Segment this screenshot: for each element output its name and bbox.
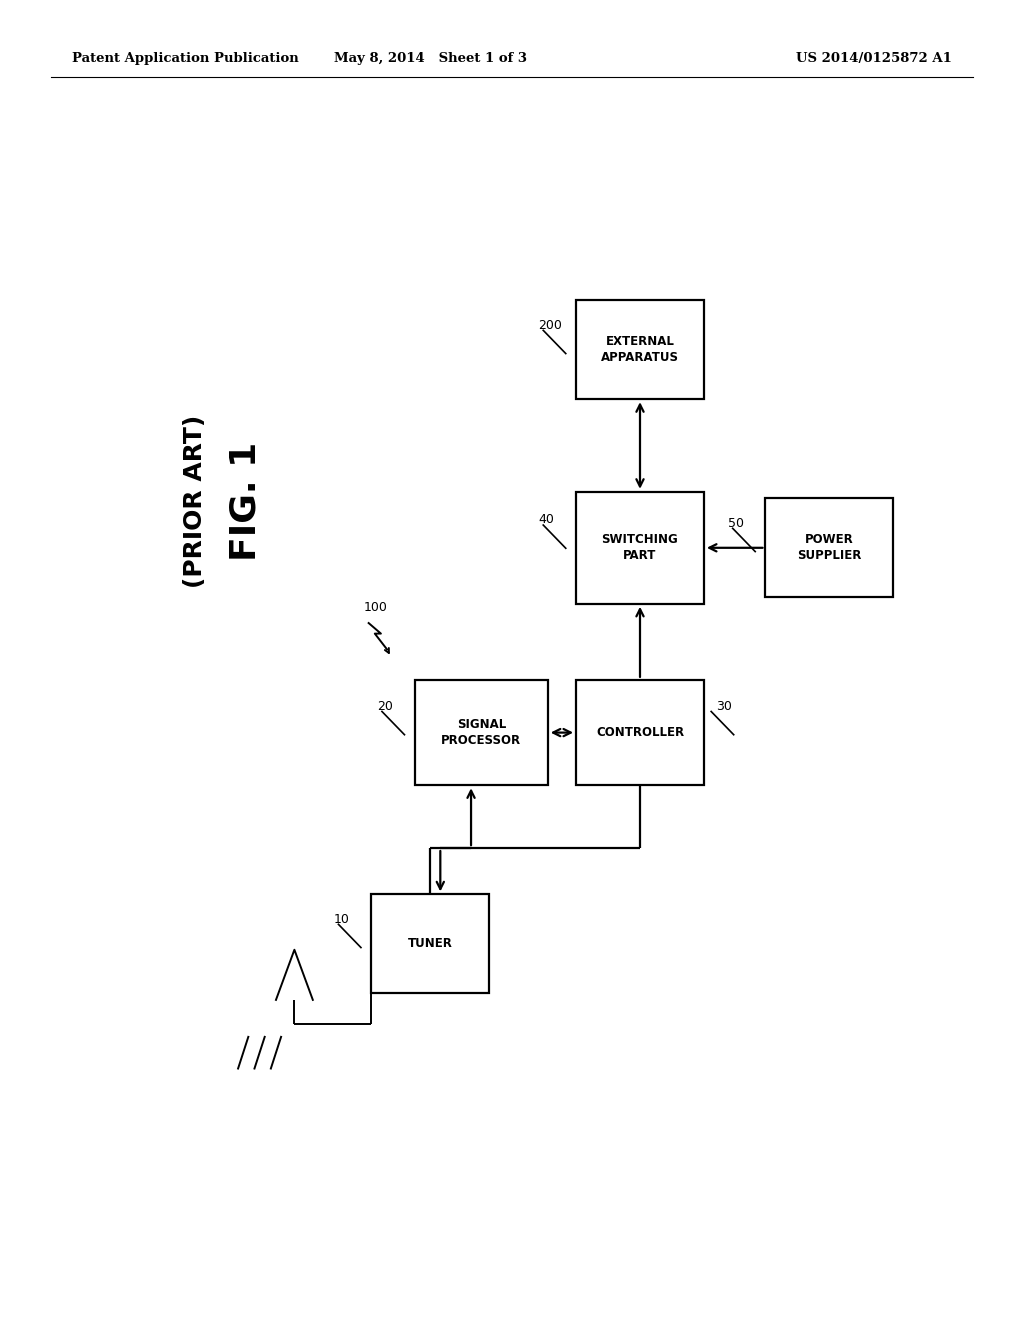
- Text: TUNER: TUNER: [408, 937, 453, 950]
- Text: FIG. 1: FIG. 1: [228, 442, 263, 561]
- Text: SWITCHING
PART: SWITCHING PART: [602, 533, 678, 562]
- Text: 10: 10: [333, 912, 349, 925]
- Text: US 2014/0125872 A1: US 2014/0125872 A1: [797, 51, 952, 65]
- Text: (PRIOR ART): (PRIOR ART): [182, 414, 207, 589]
- Text: Patent Application Publication: Patent Application Publication: [72, 51, 298, 65]
- Text: 20: 20: [377, 700, 393, 713]
- Text: 40: 40: [539, 513, 554, 527]
- FancyBboxPatch shape: [575, 301, 705, 399]
- FancyBboxPatch shape: [415, 680, 548, 785]
- FancyBboxPatch shape: [371, 895, 489, 993]
- FancyBboxPatch shape: [766, 499, 893, 597]
- Text: EXTERNAL
APPARATUS: EXTERNAL APPARATUS: [601, 335, 679, 364]
- FancyBboxPatch shape: [575, 492, 705, 605]
- Text: SIGNAL
PROCESSOR: SIGNAL PROCESSOR: [441, 718, 521, 747]
- Text: May 8, 2014   Sheet 1 of 3: May 8, 2014 Sheet 1 of 3: [334, 51, 526, 65]
- Text: CONTROLLER: CONTROLLER: [596, 726, 684, 739]
- Text: 200: 200: [539, 318, 562, 331]
- Text: 100: 100: [364, 601, 387, 614]
- Text: 30: 30: [717, 700, 732, 713]
- Text: POWER
SUPPLIER: POWER SUPPLIER: [798, 533, 861, 562]
- FancyBboxPatch shape: [575, 680, 705, 785]
- Text: 50: 50: [727, 516, 743, 529]
